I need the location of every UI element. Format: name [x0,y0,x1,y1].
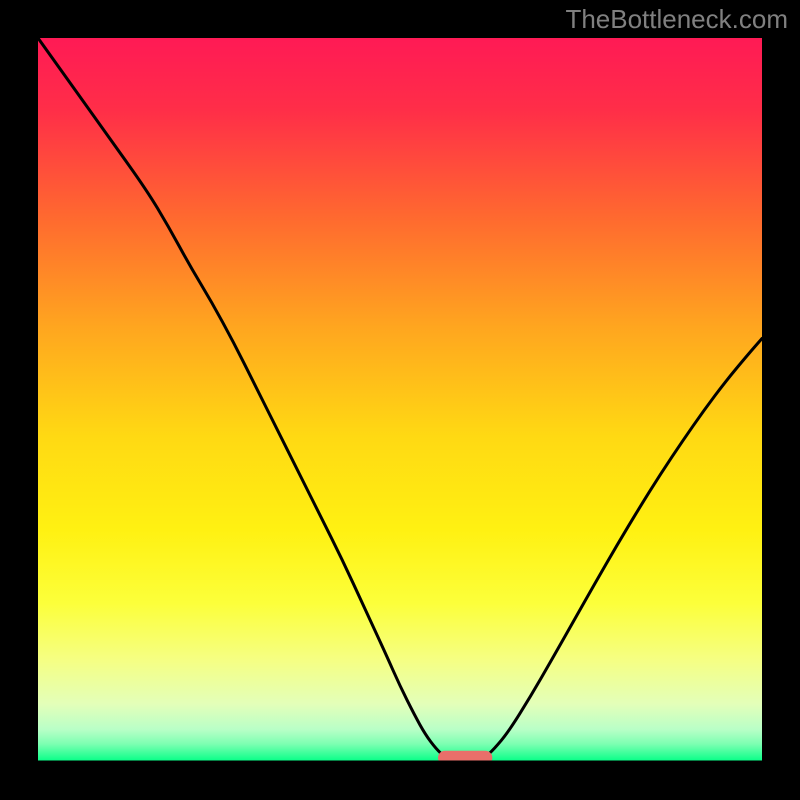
chart-container: TheBottleneck.com [0,0,800,800]
watermark-text: TheBottleneck.com [565,4,788,35]
chart-plot-background [38,38,762,762]
bottleneck-chart [0,0,800,800]
